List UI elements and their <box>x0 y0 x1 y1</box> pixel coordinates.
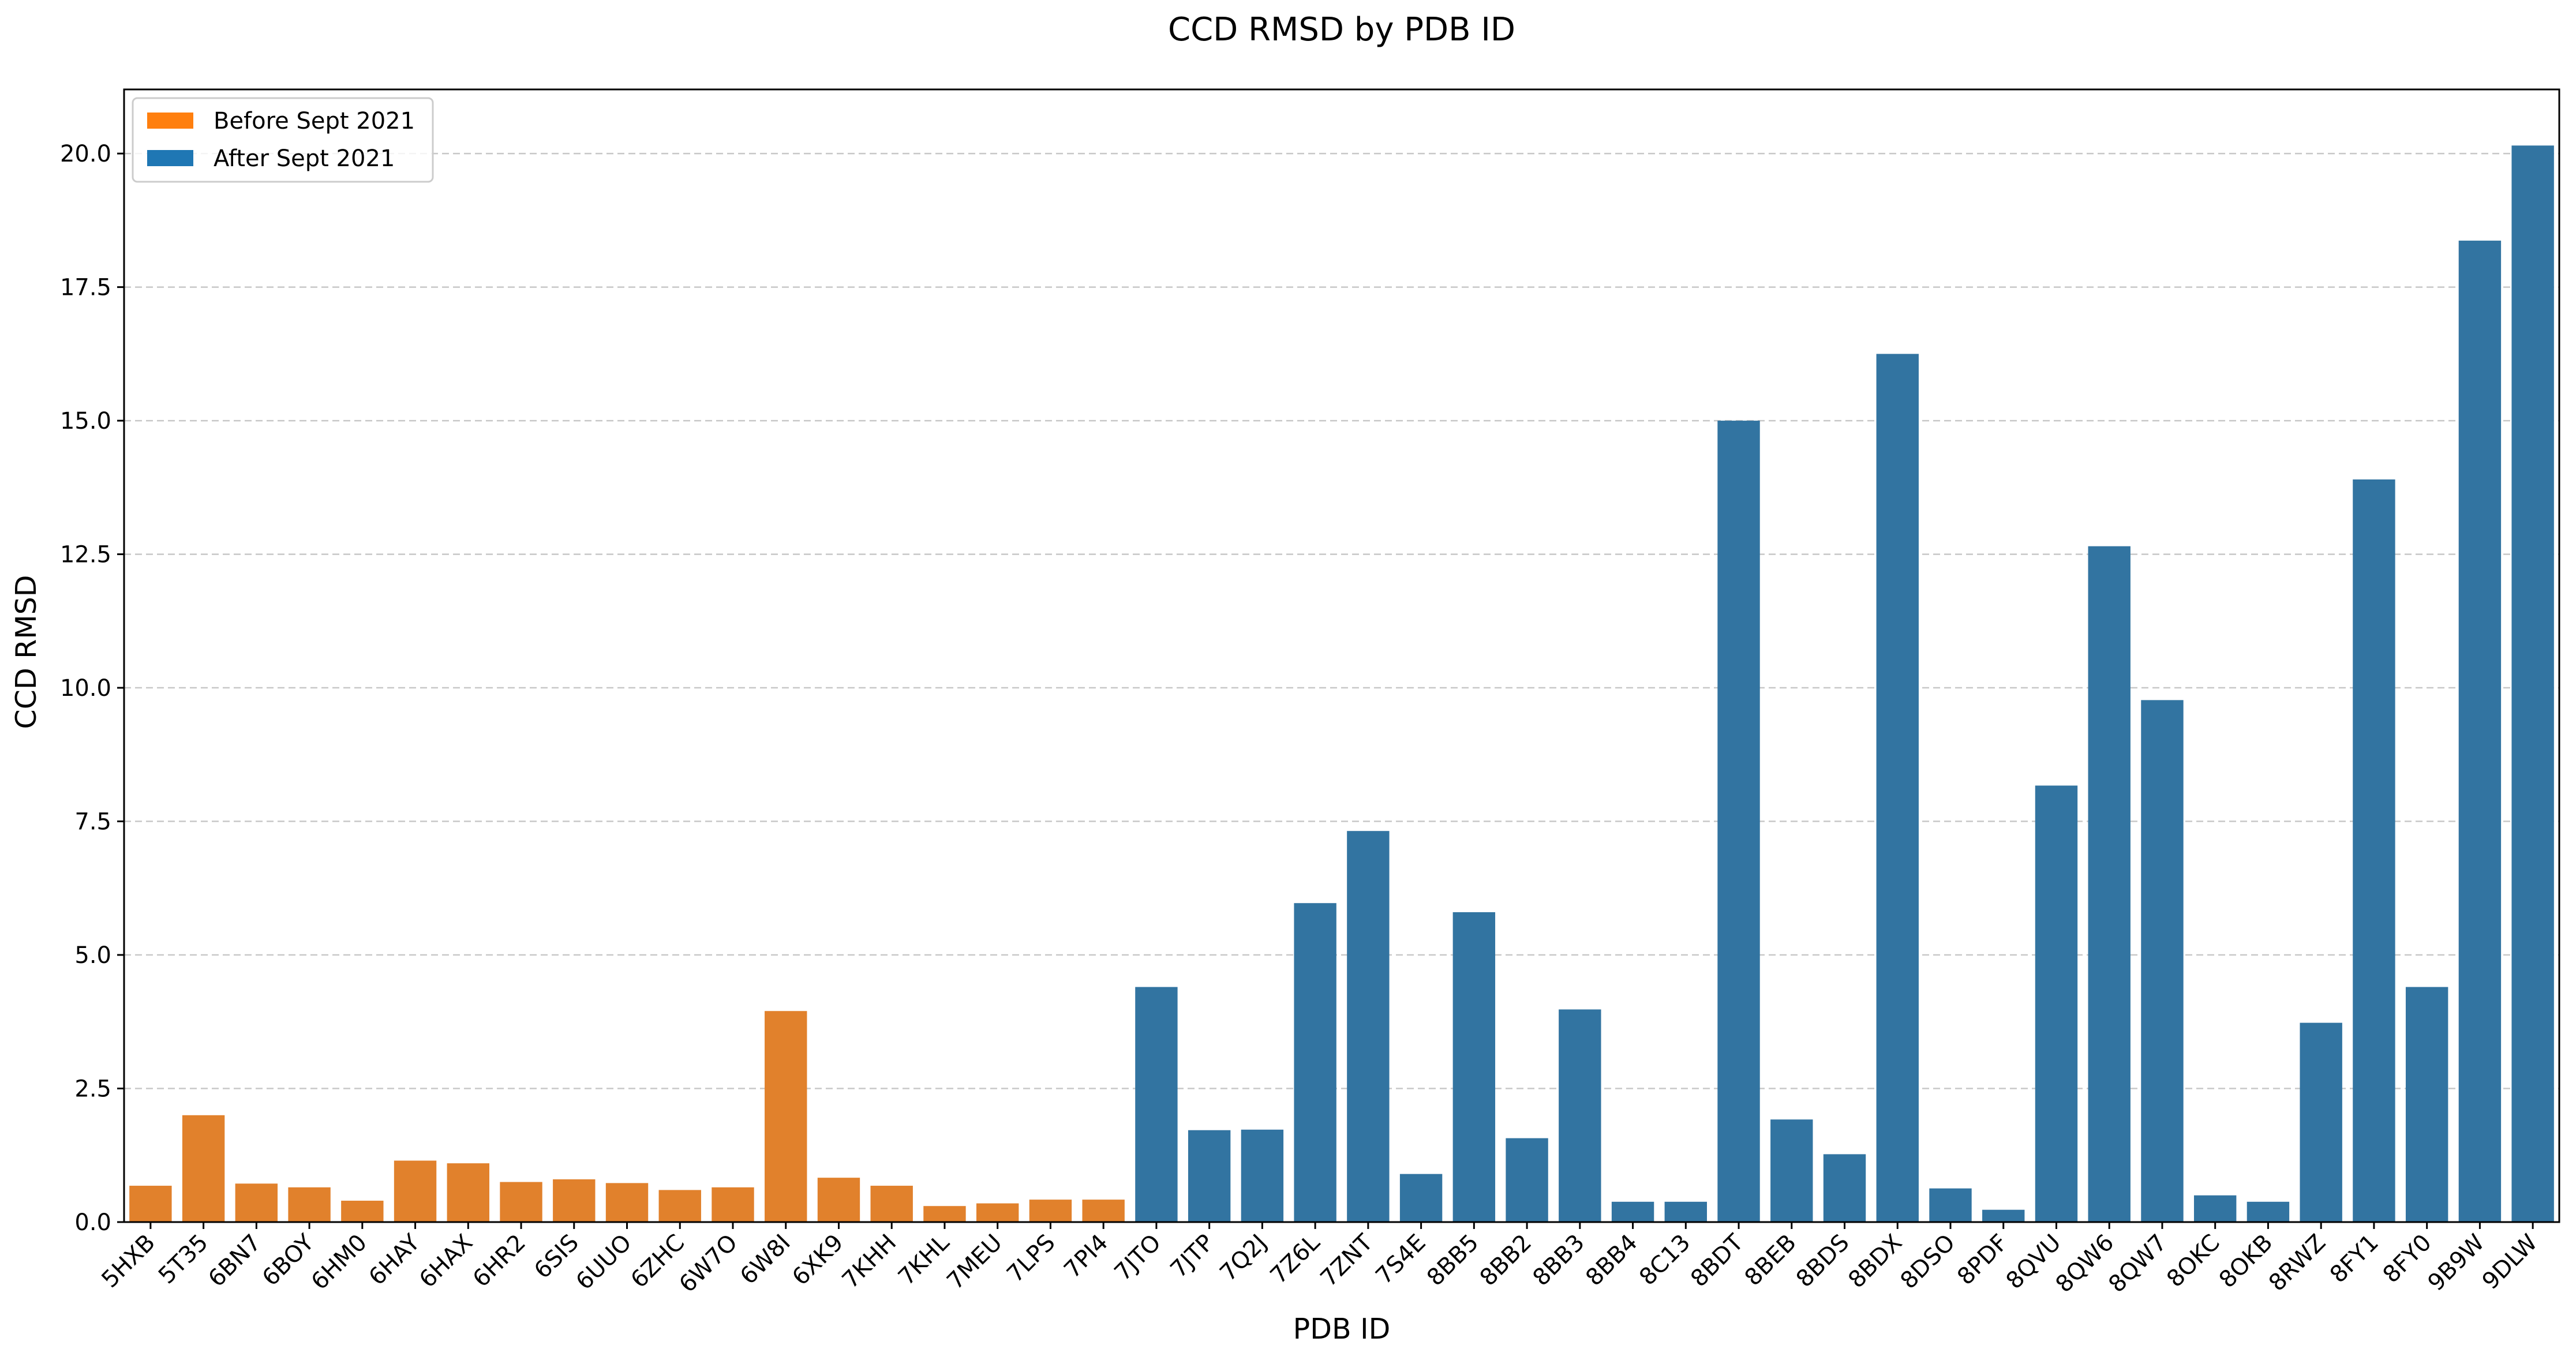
bar-7jtp <box>1188 1130 1231 1222</box>
y-tick-label: 5.0 <box>74 942 111 969</box>
bar-8qvu <box>2035 785 2078 1222</box>
legend-box <box>132 97 434 183</box>
bar-8okb <box>2246 1201 2290 1222</box>
bar-9dlw <box>2511 145 2554 1222</box>
bar-8dso <box>1929 1188 1972 1222</box>
bar-6hr2 <box>500 1182 542 1222</box>
y-tick-label: 0.0 <box>74 1209 111 1236</box>
bar-7lps <box>1029 1200 1072 1222</box>
bar-9b9w <box>2458 241 2502 1222</box>
bar-8bb2 <box>1506 1138 1548 1222</box>
bar-8bds <box>1823 1154 1866 1222</box>
bar-7meu <box>976 1203 1019 1222</box>
legend-label-after: After Sept 2021 <box>214 145 395 172</box>
bar-8okc <box>2194 1195 2237 1222</box>
y-tick-label: 20.0 <box>60 141 111 167</box>
bar-6w8i <box>765 1011 807 1222</box>
bar-6uuo <box>605 1183 649 1222</box>
bar-8bb5 <box>1452 912 1496 1222</box>
bar-8bdx <box>1876 354 1919 1222</box>
y-tick-label: 17.5 <box>60 275 111 301</box>
bar-6hax <box>447 1163 489 1222</box>
bar-7znt <box>1347 831 1390 1222</box>
bar-8beb <box>1770 1119 1813 1222</box>
bar-6sis <box>553 1179 596 1222</box>
legend-swatch-before <box>147 113 193 129</box>
legend: Before Sept 2021 After Sept 2021 <box>132 97 434 183</box>
y-axis-label: CCD RMSD <box>10 575 43 729</box>
legend-label-before: Before Sept 2021 <box>214 108 415 134</box>
bar-8fy1 <box>2353 479 2395 1222</box>
bar-7q2j <box>1241 1129 1284 1222</box>
bar-8bb3 <box>1559 1009 1601 1222</box>
bar-8bb4 <box>1611 1201 1654 1222</box>
bar-8pdf <box>1982 1209 2025 1222</box>
bar-5hxb <box>129 1186 172 1222</box>
y-tick-label: 10.0 <box>60 675 111 702</box>
bar-6zhc <box>658 1190 701 1222</box>
legend-swatch-after <box>147 150 193 166</box>
y-tick-label: 2.5 <box>74 1076 111 1103</box>
bar-7s4e <box>1399 1174 1443 1222</box>
bar-6boy <box>288 1187 331 1222</box>
bar-7pi4 <box>1082 1200 1125 1222</box>
bar-5t35 <box>182 1115 225 1222</box>
bar-7jto <box>1135 987 1178 1222</box>
y-tick-label: 7.5 <box>74 809 111 835</box>
bar-8rwz <box>2300 1022 2342 1222</box>
gridlines <box>124 152 2559 1223</box>
y-axis-ticks: 0.0 2.5 5.0 7.5 10.0 12.5 15.0 17.5 20.0 <box>60 141 124 1236</box>
bar-8c13 <box>1664 1201 1707 1222</box>
bar-6xk9 <box>817 1178 860 1222</box>
x-axis-label: PDB ID <box>1293 1313 1391 1346</box>
bar-6hay <box>394 1160 437 1222</box>
bar-8qw6 <box>2088 546 2131 1222</box>
bar-6hm0 <box>341 1200 384 1222</box>
bars <box>129 145 2554 1222</box>
y-tick-label: 15.0 <box>60 408 111 434</box>
plot-frame <box>123 88 2560 1223</box>
bar-6w7o <box>712 1187 754 1222</box>
bar-8fy0 <box>2405 987 2448 1222</box>
chart-title: CCD RMSD by PDB ID <box>1168 11 1515 48</box>
bar-7khh <box>870 1186 913 1222</box>
bar-8qw7 <box>2141 700 2184 1222</box>
bar-6bn7 <box>235 1183 278 1222</box>
bar-7khl <box>923 1206 966 1222</box>
bar-7z6l <box>1294 903 1336 1222</box>
y-tick-label: 12.5 <box>60 542 111 568</box>
bar-8bdt <box>1717 421 1760 1222</box>
